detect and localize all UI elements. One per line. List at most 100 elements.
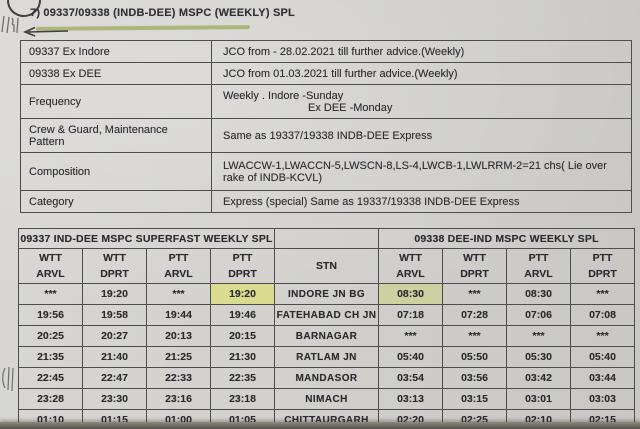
- schedule-row: 19:56 19:58 19:44 19:46 FATEHABAD CH JN …: [18, 304, 636, 326]
- train-09337-title: 09337 IND-DEE MSPC SUPERFAST WEEKLY SPL: [18, 228, 275, 249]
- time-cell: 19:58: [82, 304, 147, 326]
- time-cell: 03:15: [442, 388, 507, 410]
- time-cell: ***: [506, 325, 571, 347]
- info-label: Crew & Guard, Maintenance Pattern: [20, 118, 212, 153]
- frequency-line1: Weekly . Indore -Sunday: [223, 89, 344, 102]
- info-label: Frequency: [20, 84, 212, 119]
- time-cell: 23:18: [210, 388, 275, 410]
- time-cell: 07:28: [442, 304, 507, 326]
- schedule-row: 20:25 20:27 20:13 20:15 BARNAGAR *** ***…: [18, 325, 636, 347]
- info-row: Composition LWACCW-1,LWACCN-5,LWSCN-8,LS…: [20, 152, 632, 191]
- info-label: 09338 Ex DEE: [20, 62, 212, 85]
- info-value: JCO from 01.03.2021 till further advice.…: [211, 62, 632, 85]
- station-cell: INDORE JN BG: [274, 283, 379, 305]
- info-value: Same as 19337/19338 INDB-DEE Express: [211, 118, 632, 153]
- time-cell: 21:40: [82, 346, 147, 368]
- time-cell: 03:44: [569, 367, 636, 389]
- time-cell: 22:35: [210, 367, 275, 389]
- schedule-row: 22:45 22:47 22:33 22:35 MANDASOR 03:54 0…: [18, 367, 636, 389]
- time-cell: 20:15: [210, 325, 275, 347]
- time-cell: 23:30: [82, 388, 147, 410]
- schedule-row: 23:28 23:30 23:16 23:18 NIMACH 03:13 03:…: [18, 388, 636, 410]
- time-cell: 21:30: [210, 346, 275, 368]
- col-header: PTT DPRT: [569, 248, 636, 284]
- time-cell: 07:06: [506, 304, 571, 326]
- station-cell: MANDASOR: [274, 367, 379, 389]
- schedule-row: *** 19:20 *** 19:20 INDORE JN BG 08:30 *…: [18, 283, 636, 305]
- schedule-row: 21:35 21:40 21:25 21:30 RATLAM JN 05:40 …: [18, 346, 636, 368]
- schedule-title-row: 09337 IND-DEE MSPC SUPERFAST WEEKLY SPL …: [18, 228, 636, 249]
- time-cell: 20:27: [82, 325, 147, 347]
- time-cell-highlighted: 19:20: [210, 283, 275, 305]
- photo-bottom-edge: [0, 422, 640, 429]
- time-cell: 05:40: [378, 346, 443, 368]
- col-header: WTT ARVL: [18, 248, 83, 284]
- frequency-line2: Ex DEE -Monday: [308, 101, 393, 114]
- time-cell: 03:42: [506, 367, 571, 389]
- time-cell: ***: [18, 283, 83, 305]
- station-cell: FATEHABAD CH JN: [274, 304, 379, 326]
- info-label: 09337 Ex Indore: [20, 40, 212, 63]
- title-gap-cell: [274, 228, 379, 249]
- stn-header: STN: [274, 248, 379, 284]
- time-cell: 23:16: [146, 388, 211, 410]
- time-cell: 19:44: [146, 304, 211, 326]
- time-cell: ***: [378, 325, 443, 347]
- time-cell: 05:30: [506, 346, 571, 368]
- col-header: PTT ARVL: [146, 248, 211, 284]
- time-cell: 20:13: [146, 325, 211, 347]
- train-info-table: 09337 Ex Indore JCO from - 28.02.2021 ti…: [20, 40, 632, 213]
- info-value: LWACCW-1,LWACCN-5,LWSCN-8,LS-4,LWCB-1,LW…: [211, 152, 632, 191]
- info-row: Crew & Guard, Maintenance Pattern Same a…: [20, 118, 632, 153]
- page-title: 7) 09337/09338 (INDB-DEE) MSPC (WEEKLY) …: [30, 7, 295, 19]
- time-cell: 19:46: [210, 304, 275, 326]
- info-value: JCO from - 28.02.2021 till further advic…: [211, 40, 632, 63]
- time-cell: 03:01: [506, 388, 571, 410]
- time-cell: 22:33: [146, 367, 211, 389]
- info-row: 09338 Ex DEE JCO from 01.03.2021 till fu…: [20, 62, 632, 85]
- time-cell: ***: [442, 283, 507, 305]
- time-cell: 22:47: [82, 367, 147, 389]
- col-header: PTT DPRT: [210, 248, 275, 284]
- time-cell: 03:03: [569, 388, 636, 410]
- time-cell: 03:56: [442, 367, 507, 389]
- margin-pen-marks: [2, 366, 14, 392]
- time-cell: 08:30: [378, 283, 443, 305]
- time-cell: 05:50: [442, 346, 507, 368]
- margin-scribble: [1, 15, 19, 34]
- time-cell: 23:28: [18, 388, 83, 410]
- time-cell: 21:35: [18, 346, 83, 368]
- time-cell: 03:54: [378, 367, 443, 389]
- info-value: Weekly . Indore -Sunday Ex DEE -Monday: [211, 84, 632, 119]
- col-header: WTT DPRT: [82, 248, 147, 284]
- arrow-mark: [22, 26, 69, 37]
- station-cell: NIMACH: [274, 388, 379, 410]
- info-label: Composition: [20, 152, 212, 191]
- col-header: PTT ARVL: [506, 248, 571, 284]
- time-cell: 22:45: [18, 367, 83, 389]
- station-cell: RATLAM JN: [274, 346, 379, 368]
- info-row: Category Express (special) Same as 19337…: [20, 190, 632, 213]
- time-cell: ***: [146, 283, 211, 305]
- time-cell: 19:56: [18, 304, 83, 326]
- time-cell: 07:08: [569, 304, 636, 326]
- info-row: 09337 Ex Indore JCO from - 28.02.2021 ti…: [20, 40, 632, 63]
- time-cell: 21:25: [146, 346, 211, 368]
- time-cell: ***: [569, 283, 636, 305]
- station-cell: BARNAGAR: [274, 325, 379, 347]
- info-row: Frequency Weekly . Indore -Sunday Ex DEE…: [20, 84, 632, 119]
- time-cell: ***: [569, 325, 636, 347]
- time-cell: 20:25: [18, 325, 83, 347]
- time-cell: 03:13: [378, 388, 443, 410]
- schedule-table: 09337 IND-DEE MSPC SUPERFAST WEEKLY SPL …: [18, 228, 636, 429]
- time-cell: 05:40: [569, 346, 636, 368]
- col-header: WTT ARVL: [378, 248, 443, 284]
- col-header: WTT DPRT: [442, 248, 507, 284]
- info-value: Express (special) Same as 19337/19338 IN…: [211, 190, 632, 213]
- time-cell: 07:18: [378, 304, 443, 326]
- time-cell: 19:20: [82, 283, 147, 305]
- info-label: Category: [20, 190, 212, 213]
- train-09338-title: 09338 DEE-IND MSPC WEEKLY SPL: [377, 228, 636, 249]
- schedule-header-row: WTT ARVL WTT DPRT PTT ARVL PTT DPRT STN WTT A…: [18, 248, 636, 284]
